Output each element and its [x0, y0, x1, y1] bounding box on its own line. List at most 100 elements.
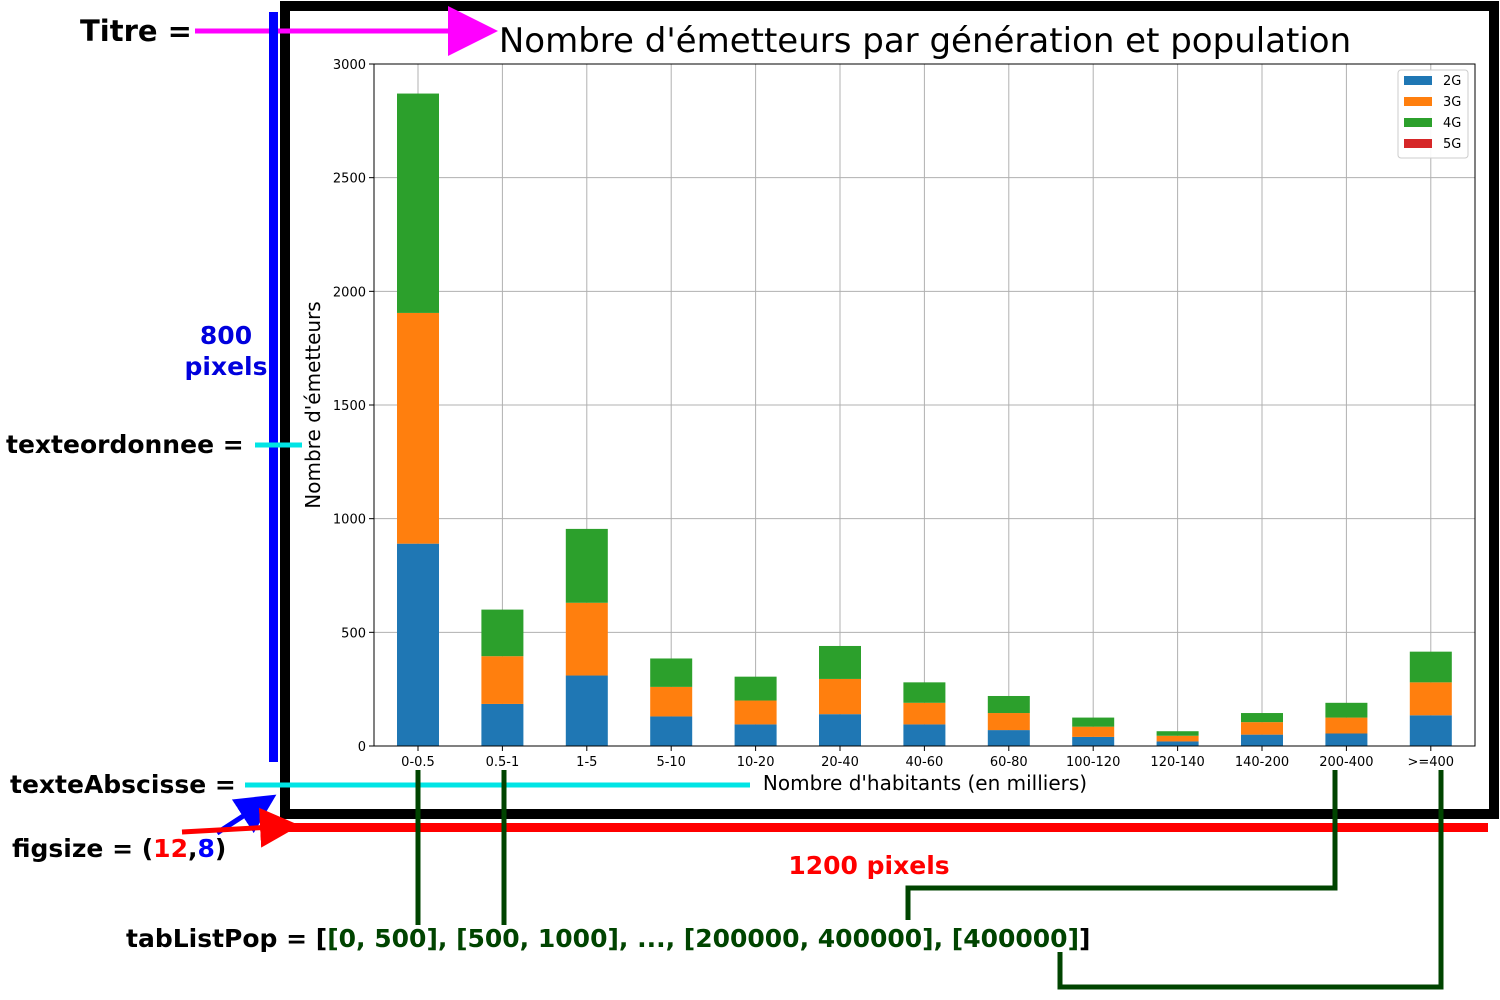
- bar-3g-100-120: [1072, 726, 1115, 737]
- height-bar: [269, 12, 278, 762]
- y-tick-label: 0: [358, 740, 366, 755]
- bar-2g-140-200: [1241, 734, 1283, 746]
- y-tick-label: 1500: [333, 399, 366, 414]
- legend-swatch-4g: [1404, 118, 1432, 127]
- bar-2g-1-5: [565, 675, 608, 746]
- x-tick-label: 5-10: [656, 755, 686, 770]
- bar-2g-0.5-1: [481, 703, 524, 746]
- x-axis-label: Nombre d'habitants (en milliers): [763, 771, 1087, 795]
- plot-area: 0 500 1000 1500 2000 2500 3000 0-0.5 0.5-1 1-5 5-…: [333, 58, 1476, 770]
- width-label: 1200 pixels: [788, 851, 949, 880]
- legend-label-3g: 3G: [1443, 95, 1461, 110]
- xlabel-annotation: texteAbscisse =: [10, 770, 236, 799]
- bar-3g-40-60: [903, 702, 946, 725]
- height-value: 800: [200, 321, 252, 350]
- x-tick-label: 1-5: [576, 755, 597, 770]
- figsize-annotation: figsize = (12,8): [12, 834, 226, 863]
- y-tick-label: 3000: [333, 58, 366, 73]
- bar-3g-140-200: [1241, 722, 1283, 735]
- x-tick-label: 200-400: [1319, 755, 1373, 770]
- tablist-items: [0, 500], [500, 1000], ..., [200000, 400…: [327, 924, 1079, 953]
- bar-2g-10-20: [734, 724, 777, 746]
- x-tick-label: 60-80: [990, 755, 1028, 770]
- x-ticks: 0-0.5 0.5-1 1-5 5-10 10-20 20-40 40-60 60-80 100…: [401, 746, 1454, 770]
- x-tick-label: 100-120: [1066, 755, 1120, 770]
- legend-swatch-5g: [1404, 139, 1432, 148]
- height-unit: pixels: [185, 352, 268, 381]
- figsize-sep: ,: [188, 834, 198, 863]
- bar-3g->=400: [1409, 682, 1452, 716]
- x-tick-label: 140-200: [1235, 755, 1289, 770]
- connector-ge400: [1057, 770, 1444, 990]
- chart-title: Nombre d'émetteurs par génération et pop…: [499, 21, 1351, 61]
- x-tick-label: >=400: [1407, 755, 1454, 770]
- y-tick-label: 500: [341, 626, 366, 641]
- bar-3g-5-10: [650, 686, 693, 717]
- bar-4g-1-5: [565, 528, 608, 603]
- y-tick-label: 2000: [333, 285, 366, 300]
- x-tick-label: 120-140: [1150, 755, 1204, 770]
- tablist-connectors: [415, 770, 1444, 990]
- bar-3g-120-140: [1156, 735, 1199, 742]
- x-tick-label: 10-20: [737, 755, 775, 770]
- titre-annotation: Titre =: [80, 14, 192, 48]
- ylabel-annotation: texteordonnee =: [6, 430, 244, 459]
- figsize-height: 8: [197, 834, 214, 863]
- bar-4g-5-10: [650, 658, 693, 687]
- figsize-width: 12: [153, 834, 188, 863]
- bar-3g-20-40: [819, 678, 861, 715]
- bars: [397, 93, 1452, 746]
- legend-swatch-2g: [1404, 76, 1432, 85]
- legend-box: [1397, 69, 1469, 159]
- bar-4g-140-200: [1241, 713, 1283, 723]
- bar-2g-100-120: [1072, 736, 1115, 746]
- bar-2g->=400: [1409, 715, 1452, 746]
- bar-2g-40-60: [903, 724, 946, 746]
- tablist-suffix: ]: [1079, 924, 1090, 953]
- y-ticks: 0 500 1000 1500 2000 2500 3000: [333, 58, 374, 755]
- y-tick-label: 2500: [333, 172, 366, 187]
- y-axis-label: Nombre d'émetteurs: [301, 301, 325, 508]
- figsize-suffix: ): [215, 834, 226, 863]
- x-tick-label: 20-40: [821, 755, 859, 770]
- bar-3g-0.5-1: [481, 656, 524, 704]
- bar-4g-10-20: [734, 676, 777, 701]
- bar-4g-20-40: [819, 645, 861, 679]
- bar-3g-0-0.5: [397, 312, 439, 544]
- bar-4g-60-80: [987, 695, 1030, 714]
- bar-4g-0.5-1: [481, 609, 524, 657]
- bar-3g-60-80: [987, 713, 1030, 731]
- connector-200-400: [905, 770, 1338, 920]
- bar-2g-60-80: [987, 730, 1030, 746]
- width-bar: [288, 823, 1488, 832]
- bar-4g-120-140: [1156, 731, 1199, 736]
- bar-2g-20-40: [819, 714, 861, 746]
- bar-3g-1-5: [565, 602, 608, 676]
- tablist-prefix: tabListPop = [: [126, 924, 327, 953]
- bar-3g-200-400: [1325, 717, 1368, 734]
- bar-4g-40-60: [903, 682, 946, 703]
- bar-4g-100-120: [1072, 717, 1115, 727]
- bar-2g-120-140: [1156, 741, 1199, 746]
- bar-4g->=400: [1409, 651, 1452, 683]
- bar-4g-200-400: [1325, 702, 1368, 718]
- grid: [374, 63, 1475, 747]
- tablist-annotation: tabListPop = [[0, 500], [500, 1000], ...…: [126, 924, 1090, 953]
- legend-label-4g: 4G: [1443, 116, 1461, 131]
- figure-frame: [280, 1, 1499, 819]
- legend-label-5g: 5G: [1443, 137, 1461, 152]
- legend-label-2g: 2G: [1443, 74, 1461, 89]
- x-tick-label: 0.5-1: [486, 755, 520, 770]
- bar-3g-10-20: [734, 700, 777, 725]
- legend-swatch-3g: [1404, 97, 1432, 106]
- figsize-width-arrow: [181, 807, 300, 848]
- x-tick-label: 0-0.5: [401, 755, 435, 770]
- bar-2g-0-0.5: [397, 543, 439, 746]
- x-tick-label: 40-60: [906, 755, 944, 770]
- bar-4g-0-0.5: [397, 93, 439, 313]
- bar-2g-200-400: [1325, 733, 1368, 746]
- figsize-prefix: figsize = (: [12, 834, 153, 863]
- legend: 2G 3G 4G 5G: [1397, 69, 1469, 159]
- bar-2g-5-10: [650, 716, 693, 746]
